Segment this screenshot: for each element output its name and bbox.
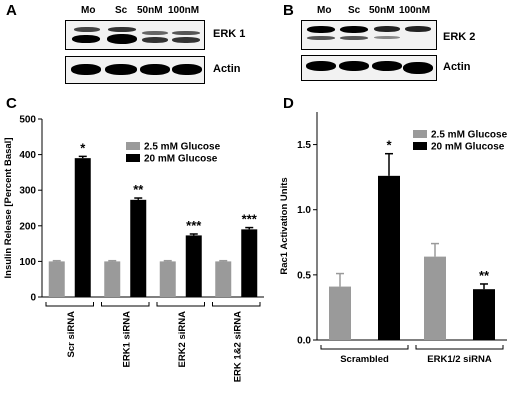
chart-c-bar-s0-c0 xyxy=(48,261,65,297)
chart-c-significance-label-2: *** xyxy=(186,218,202,233)
chart-c-significance-label-3: *** xyxy=(242,212,258,227)
chart-c-y-axis-label: Insulin Release [Percent Basal] xyxy=(3,138,14,279)
chart-c-legend-label-0: 2.5 mM Glucose xyxy=(144,142,221,153)
chart-d-legend-swatch-1 xyxy=(413,142,427,150)
lane-label-a-0: Mo xyxy=(81,5,96,16)
chart-d-legend-label-1: 20 mM Glucose xyxy=(431,142,505,153)
chart-d-bar-s1-c1 xyxy=(473,289,495,340)
panel-c-insulin-chart: 0 100 200 300 400 500 Insulin Release [Percent… xyxy=(3,115,264,382)
chart-c-category-bracket-1 xyxy=(101,302,150,307)
erk1-blot-image xyxy=(65,20,205,50)
chart-d-legend-label-0: 2.5 mM Glucose xyxy=(431,130,508,141)
chart-d-category-label-1: ERK1/2 siRNA xyxy=(427,354,492,365)
lane-label-a-3: 100nM xyxy=(168,5,200,16)
lane-label-b-3: 100nM xyxy=(399,5,431,16)
actin-blot-a-label: Actin xyxy=(213,63,241,75)
panel-c-letter: C xyxy=(6,95,17,112)
chart-d-category-bracket-1 xyxy=(415,345,504,350)
chart-c-category-bracket-2 xyxy=(156,302,205,307)
chart-c-category-bracket-3 xyxy=(212,302,261,307)
chart-c-legend-label-1: 20 mM Glucose xyxy=(144,154,218,165)
chart-d-category-label-0: Scrambled xyxy=(340,354,389,365)
actin-blot-b-image xyxy=(301,55,437,81)
lane-label-b-2: 50nM xyxy=(369,5,395,16)
chart-c-legend-swatch-0 xyxy=(126,142,140,150)
chart-c-bar-s1-c1 xyxy=(130,199,147,297)
chart-c-bar-s0-c1 xyxy=(104,261,121,297)
chart-c-significance-label-0: * xyxy=(80,140,86,155)
lane-label-a-2: 50nM xyxy=(137,5,163,16)
chart-d-legend-swatch-0 xyxy=(413,130,427,138)
chart-d-significance-label-1: ** xyxy=(479,268,490,283)
chart-c-category-label-3: ERK 1&2 siRNA xyxy=(232,311,243,382)
chart-d-category-bracket-0 xyxy=(320,345,409,350)
chart-d-bar-s0-c1 xyxy=(424,256,446,340)
chart-c-category-label-0: Scr siRNA xyxy=(66,311,77,358)
actin-blot-b-label: Actin xyxy=(443,61,471,73)
panel-d-letter: D xyxy=(283,95,294,112)
chart-c-bar-s1-c2 xyxy=(185,235,202,297)
chart-c-ytick-label-4: 400 xyxy=(19,150,36,161)
panel-b-letter: B xyxy=(283,2,294,19)
chart-d-ytick-label-3: 1.5 xyxy=(297,140,311,151)
chart-d-ytick-label-2: 1.0 xyxy=(297,205,311,216)
chart-c-bar-s1-c3 xyxy=(241,229,258,297)
chart-d-y-axis-label: Rac1 Activation Units xyxy=(279,177,290,274)
chart-c-ytick-label-3: 300 xyxy=(19,186,36,197)
chart-c-ytick-label-2: 200 xyxy=(19,221,36,232)
chart-c-bar-s1-c0 xyxy=(74,158,91,297)
chart-d-ytick-label-0: 0.0 xyxy=(297,336,311,347)
panel-d-rac1-chart: 0.0 0.5 1.0 1.5 Rac1 Activation Units * Scramb… xyxy=(279,112,508,365)
chart-c-ytick-label-5: 500 xyxy=(19,115,36,126)
chart-c-category-label-1: ERK1 siRNA xyxy=(121,311,132,368)
chart-c-category-label-2: ERK2 siRNA xyxy=(177,311,188,368)
chart-c-significance-label-1: ** xyxy=(133,182,144,197)
lane-label-a-1: Sc xyxy=(115,5,128,16)
chart-c-bar-s0-c2 xyxy=(159,261,176,297)
chart-c-category-bracket-0 xyxy=(45,302,94,307)
erk2-blot-label: ERK 2 xyxy=(443,31,476,43)
lane-label-b-1: Sc xyxy=(348,5,361,16)
actin-blot-a-image xyxy=(65,56,205,84)
chart-d-bar-s1-c0 xyxy=(378,175,400,340)
lane-label-b-0: Mo xyxy=(317,5,332,16)
chart-c-ytick-label-1: 100 xyxy=(19,257,36,268)
chart-c-bar-s0-c3 xyxy=(215,261,232,297)
erk2-blot-image xyxy=(301,20,437,50)
chart-d-bar-s0-c0 xyxy=(329,286,351,340)
chart-c-ytick-label-0: 0 xyxy=(30,293,36,304)
panel-a-letter: A xyxy=(6,2,17,19)
chart-d-ytick-label-1: 0.5 xyxy=(297,270,311,281)
chart-d-significance-label-0: * xyxy=(386,138,392,153)
erk1-blot-label: ERK 1 xyxy=(213,28,246,40)
chart-c-legend-swatch-1 xyxy=(126,154,140,162)
